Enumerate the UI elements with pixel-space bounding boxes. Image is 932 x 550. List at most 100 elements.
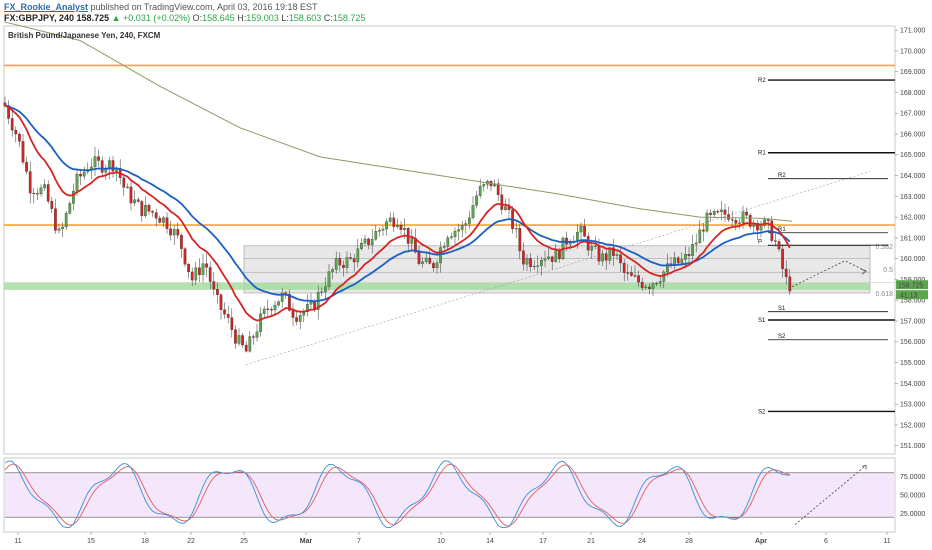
candle[interactable] [360, 238, 363, 251]
candle[interactable] [612, 238, 615, 266]
candle[interactable] [334, 251, 338, 274]
candle[interactable] [468, 210, 471, 229]
candle[interactable] [100, 156, 104, 177]
candle[interactable] [136, 196, 140, 203]
candle[interactable] [39, 184, 43, 197]
ema-fast-line[interactable] [4, 104, 791, 322]
candle[interactable] [626, 263, 630, 281]
candle[interactable] [500, 186, 504, 215]
candle[interactable] [687, 247, 691, 263]
candle[interactable] [270, 306, 273, 316]
candle[interactable] [129, 179, 133, 211]
candle[interactable] [381, 225, 385, 237]
candle[interactable] [208, 261, 212, 290]
candle[interactable] [421, 257, 424, 268]
candle[interactable] [525, 254, 529, 272]
candle[interactable] [579, 222, 583, 242]
candle[interactable] [306, 294, 309, 317]
candle[interactable] [460, 220, 464, 238]
candle[interactable] [698, 219, 702, 244]
candle[interactable] [54, 198, 57, 234]
candle[interactable] [622, 259, 626, 282]
candle[interactable] [684, 246, 687, 269]
candle[interactable] [331, 267, 334, 280]
candle[interactable] [230, 308, 234, 338]
candle[interactable] [219, 293, 223, 320]
candle[interactable] [550, 255, 554, 270]
candle[interactable] [140, 200, 144, 222]
candle[interactable] [122, 175, 126, 196]
candle[interactable] [370, 229, 374, 254]
candle[interactable] [327, 264, 331, 291]
candle[interactable] [151, 209, 154, 217]
candle[interactable] [514, 220, 518, 239]
candle[interactable] [651, 281, 655, 297]
candle[interactable] [262, 306, 266, 318]
candle[interactable] [705, 209, 709, 233]
candle[interactable] [734, 217, 738, 231]
candle[interactable] [158, 215, 162, 224]
candle[interactable] [435, 259, 439, 274]
candle[interactable] [295, 311, 298, 326]
candle[interactable] [280, 287, 284, 308]
candle[interactable] [234, 325, 237, 349]
candle[interactable] [745, 207, 748, 220]
candle[interactable] [324, 277, 327, 299]
candle[interactable] [784, 260, 788, 285]
candle[interactable] [237, 328, 241, 346]
candle[interactable] [349, 252, 352, 261]
candle[interactable] [57, 223, 61, 234]
candle[interactable] [154, 208, 158, 227]
candle[interactable] [583, 218, 586, 238]
candle[interactable] [457, 223, 460, 241]
candle[interactable] [691, 234, 694, 264]
candle[interactable] [396, 218, 399, 229]
candle[interactable] [28, 161, 32, 204]
candle[interactable] [709, 209, 712, 222]
candle[interactable] [518, 223, 522, 260]
candle[interactable] [424, 251, 428, 265]
candle[interactable] [277, 300, 280, 307]
candle[interactable] [694, 233, 698, 253]
candle[interactable] [392, 212, 396, 233]
candle[interactable] [50, 196, 54, 213]
candle[interactable] [637, 270, 640, 287]
candle[interactable] [93, 146, 97, 176]
candle[interactable] [662, 270, 666, 289]
candle[interactable] [32, 187, 36, 204]
candle[interactable] [187, 262, 190, 279]
candle[interactable] [410, 229, 414, 252]
candle[interactable] [298, 312, 302, 330]
candle[interactable] [399, 221, 403, 235]
candle[interactable] [482, 182, 486, 192]
candle[interactable] [212, 271, 216, 296]
candle[interactable] [18, 132, 21, 148]
candle[interactable] [201, 254, 205, 283]
stoch-d-line[interactable] [4, 463, 790, 527]
candle[interactable] [338, 252, 342, 272]
candle[interactable] [252, 333, 255, 345]
main-pane[interactable] [3, 25, 896, 455]
candle[interactable] [320, 287, 324, 297]
candle[interactable] [716, 209, 720, 215]
candle[interactable] [111, 156, 115, 178]
candle[interactable] [781, 244, 784, 278]
candle[interactable] [655, 281, 658, 287]
candle[interactable] [540, 256, 543, 276]
candle[interactable] [345, 251, 349, 274]
candle[interactable] [223, 302, 226, 319]
candle[interactable] [727, 206, 730, 223]
candle[interactable] [630, 266, 633, 277]
candle[interactable] [475, 190, 478, 209]
candle[interactable] [388, 212, 392, 224]
candle[interactable] [205, 253, 208, 277]
candle[interactable] [68, 201, 72, 215]
candle[interactable] [14, 126, 18, 143]
candle[interactable] [36, 188, 39, 201]
candle[interactable] [615, 251, 619, 260]
candle[interactable] [183, 246, 187, 267]
candle[interactable] [194, 261, 198, 286]
candle[interactable] [446, 235, 450, 251]
candle[interactable] [82, 166, 86, 180]
